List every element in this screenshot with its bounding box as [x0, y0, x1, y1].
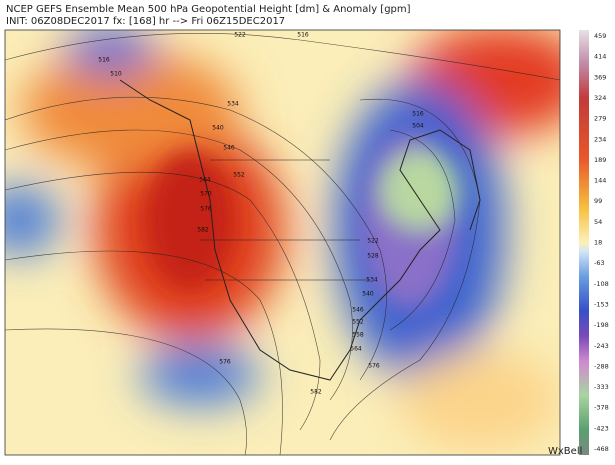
- colorbar-label: 189: [594, 156, 606, 164]
- contour-label: 516: [297, 32, 309, 39]
- colorbar-label: 369: [594, 73, 606, 81]
- colorbar-label: 54: [594, 218, 602, 226]
- colorbar-label: -423: [594, 424, 609, 432]
- contour-label: 582: [197, 227, 209, 234]
- contour-label: 504: [412, 123, 424, 130]
- colorbar-label: -333: [594, 383, 609, 391]
- title: NCEP GEFS Ensemble Mean 500 hPa Geopoten…: [6, 4, 411, 15]
- colorbar-label: -153: [594, 300, 609, 308]
- contour-label: 528: [367, 253, 379, 260]
- colorbar-label: -288: [594, 362, 609, 370]
- contour-label: 546: [223, 145, 235, 152]
- colorbar-label: -63: [594, 259, 605, 267]
- contour-label: 516: [412, 111, 424, 118]
- colorbar-label: 18: [594, 239, 602, 247]
- colorbar-label: 99: [594, 197, 602, 205]
- colorbar-label: -108: [594, 280, 609, 288]
- contour-label: 522: [367, 238, 379, 245]
- contour-label: 552: [233, 172, 245, 179]
- colorbar-label: 234: [594, 135, 606, 143]
- colorbar-label: 414: [594, 53, 606, 61]
- contour-label: 570: [200, 191, 212, 198]
- contour-label: 510: [110, 71, 122, 78]
- colorbar-label: -378: [594, 404, 609, 412]
- contour-label: 564: [350, 346, 362, 353]
- init-line: INIT: 06Z08DEC2017 fx: [168] hr --> Fri …: [6, 16, 285, 27]
- contour-label: 558: [352, 332, 364, 339]
- brand: WxBell: [548, 446, 582, 457]
- colorbar-label: -468: [594, 445, 609, 453]
- contour-label: 522: [234, 32, 246, 39]
- contour-label: 540: [212, 125, 224, 132]
- colorbar-label: 459: [594, 32, 606, 40]
- contour-label: 564: [199, 177, 211, 184]
- contour-label: 576: [219, 359, 231, 366]
- contour-label: 582: [310, 389, 322, 396]
- contour-label: 552: [352, 319, 364, 326]
- contour-label: 534: [227, 101, 239, 108]
- map: [5, 30, 560, 455]
- colorbar: [579, 30, 589, 455]
- contour-label: 576: [368, 363, 380, 370]
- contour-label: 576: [200, 206, 212, 213]
- contour-label: 540: [362, 291, 374, 298]
- colorbar-label: -243: [594, 342, 609, 350]
- colorbar-label: 144: [594, 177, 606, 185]
- colorbar-label: -198: [594, 321, 609, 329]
- contour-label: 546: [352, 307, 364, 314]
- contour-label: 516: [98, 57, 110, 64]
- contour-label: 534: [366, 277, 378, 284]
- colorbar-label: 324: [594, 94, 606, 102]
- colorbar-label: 279: [594, 115, 606, 123]
